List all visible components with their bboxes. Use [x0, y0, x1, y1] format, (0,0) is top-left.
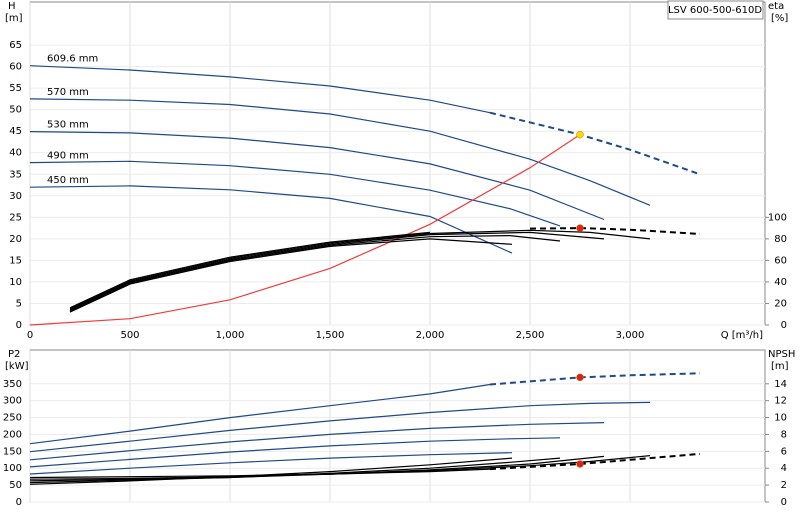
- curve: [69, 229, 651, 310]
- curve: [29, 160, 561, 227]
- chart-title: LSV 600-500-610D: [668, 5, 762, 16]
- y2-tick-label: 10: [774, 413, 787, 424]
- curve: [29, 457, 513, 485]
- y-tick-label: 15: [9, 255, 22, 266]
- curve: [29, 131, 605, 221]
- y2-tick-label: 2: [781, 480, 787, 491]
- y-axis-label: H: [8, 1, 16, 12]
- y-tick-label: 250: [3, 413, 22, 424]
- operating-point: [576, 373, 584, 382]
- x-tick-label: 500: [120, 330, 139, 341]
- x-axis-label: Q [m³/h]: [721, 330, 763, 341]
- curve-extrapolated: [489, 452, 701, 471]
- y2-axis-label: NPSH: [768, 349, 795, 360]
- y-tick-label: 45: [9, 126, 22, 137]
- curve: [29, 455, 651, 480]
- y2-tick-label: 0: [781, 497, 787, 508]
- operating-point: [576, 130, 584, 139]
- x-tick-label: 0: [27, 330, 33, 341]
- curve: [29, 452, 513, 475]
- curve-label: 490 mm: [47, 151, 89, 162]
- y2-axis-unit: [m]: [771, 361, 789, 372]
- plot-frame: [29, 1, 766, 326]
- y-tick-label: 0: [16, 320, 22, 331]
- y2-tick-label: 100: [768, 212, 787, 223]
- x-tick-label: 2,500: [516, 330, 545, 341]
- y2-axis-label: eta: [768, 1, 784, 12]
- y-tick-label: 65: [9, 40, 22, 51]
- curve: [29, 455, 605, 482]
- y-tick-label: 30: [9, 191, 22, 202]
- y-tick-label: 60: [9, 62, 22, 73]
- curve: [29, 65, 491, 114]
- operating-point: [576, 460, 584, 468]
- curve-label: 570 mm: [47, 87, 89, 98]
- x-tick-label: 2,000: [416, 330, 445, 341]
- y-tick-label: 100: [3, 463, 22, 474]
- y-tick-label: 55: [9, 83, 22, 94]
- y-tick-label: 350: [3, 379, 22, 390]
- y-axis-unit: [m]: [5, 13, 23, 24]
- y-axis-unit: [kW]: [5, 361, 29, 372]
- curve-extrapolated: [489, 111, 701, 176]
- y2-tick-label: 60: [774, 255, 787, 266]
- curve: [29, 185, 513, 254]
- curve-label: 530 mm: [47, 120, 89, 131]
- curve-label: 450 mm: [47, 175, 89, 186]
- y2-tick-label: 14: [774, 379, 787, 390]
- curve-extrapolated: [529, 227, 701, 235]
- curve: [69, 234, 561, 312]
- y-tick-label: 20: [9, 234, 22, 245]
- y2-tick-label: 40: [774, 277, 787, 288]
- x-tick-label: 3,000: [616, 330, 645, 341]
- curve: [29, 401, 651, 453]
- curve: [29, 383, 491, 445]
- y2-tick-label: 0: [781, 320, 787, 331]
- y-tick-label: 200: [3, 429, 22, 440]
- curve: [69, 231, 605, 311]
- y-tick-label: 0: [16, 497, 22, 508]
- y-tick-label: 10: [9, 277, 22, 288]
- x-tick-label: 1,500: [316, 330, 345, 341]
- y2-tick-label: 12: [774, 396, 787, 407]
- y-tick-label: 40: [9, 148, 22, 159]
- curve-extrapolated: [489, 372, 701, 386]
- y-tick-label: 5: [16, 298, 22, 309]
- y2-tick-label: 6: [781, 446, 787, 457]
- y2-tick-label: 20: [774, 298, 787, 309]
- curve: [29, 422, 605, 461]
- y2-tick-label: 80: [774, 234, 787, 245]
- y2-tick-label: 4: [781, 463, 787, 474]
- curve: [29, 457, 561, 484]
- curve: [29, 98, 651, 206]
- y-tick-label: 50: [9, 480, 22, 491]
- y-axis-label: P2: [8, 349, 20, 360]
- y2-axis-unit: [%]: [771, 13, 788, 24]
- operating-point: [576, 224, 584, 232]
- x-tick-label: 1,000: [216, 330, 245, 341]
- curve-label: 609.6 mm: [47, 54, 98, 65]
- y-tick-label: 300: [3, 396, 22, 407]
- y-tick-label: 35: [9, 169, 22, 180]
- curve: [69, 238, 513, 313]
- curve: [69, 231, 431, 309]
- y-tick-label: 150: [3, 446, 22, 457]
- y-tick-label: 50: [9, 105, 22, 116]
- curve: [29, 134, 581, 326]
- curve: [29, 437, 561, 468]
- y2-tick-label: 8: [781, 429, 787, 440]
- y-tick-label: 25: [9, 212, 22, 223]
- title-box: [667, 0, 764, 20]
